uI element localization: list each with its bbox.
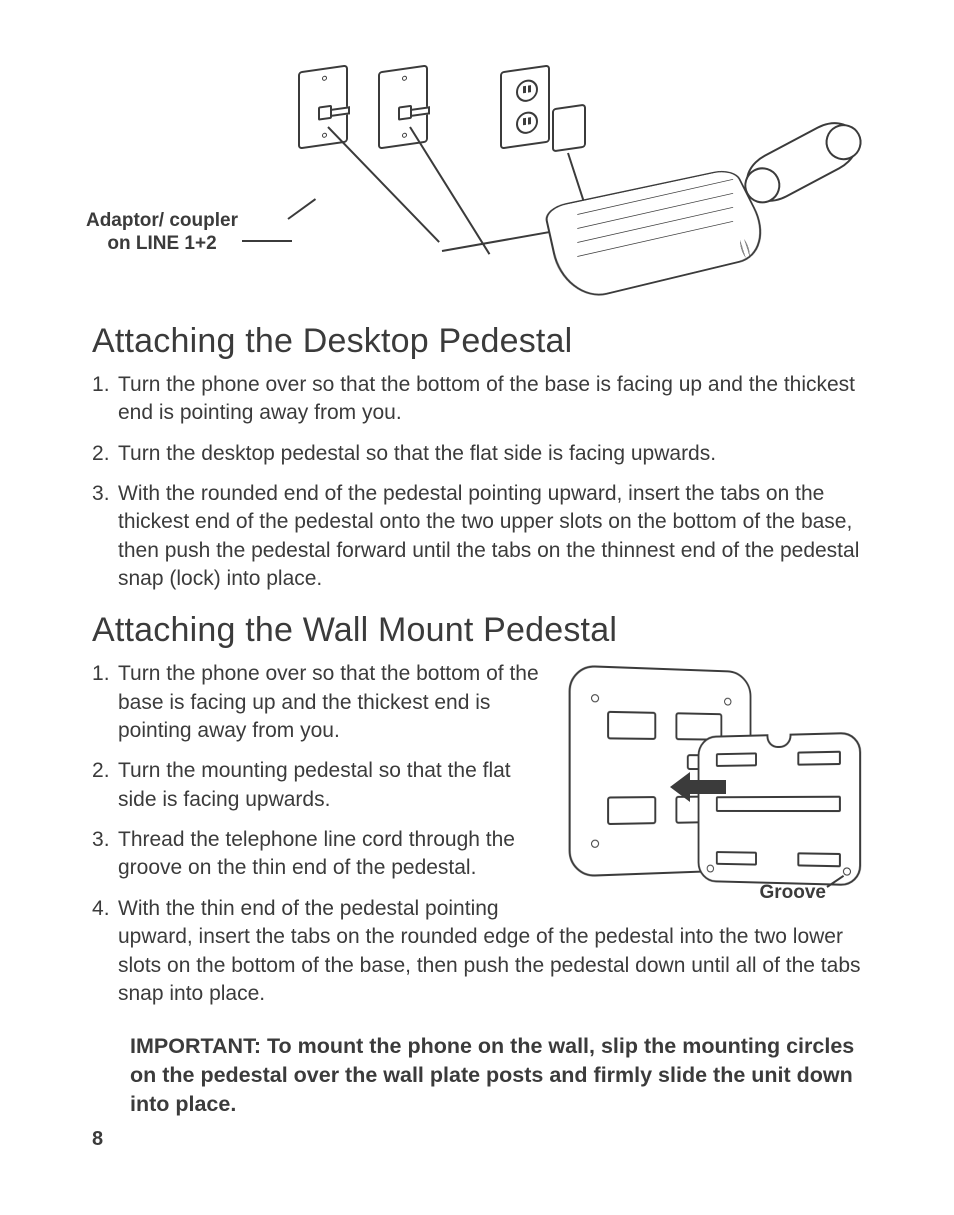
heading-desktop-pedestal: Attaching the Desktop Pedestal xyxy=(92,322,862,361)
important-note: IMPORTANT: To mount the phone on the wal… xyxy=(130,1032,862,1119)
heading-wall-mount-pedestal: Attaching the Wall Mount Pedestal xyxy=(92,611,862,650)
wall-step-4: With the thin end of the pedestal pointi… xyxy=(92,895,862,1008)
wall-step-1: Turn the phone over so that the bottom o… xyxy=(92,660,862,745)
adaptor-coupler-callout: Adaptor/ coupler on LINE 1+2 xyxy=(82,210,242,256)
desktop-step-3: With the rounded end of the pedestal poi… xyxy=(92,480,862,593)
wall-step-2: Turn the mounting pedestal so that the f… xyxy=(92,757,862,814)
connection-diagram: Adaptor/ coupler on LINE 1+2 xyxy=(92,60,862,310)
adaptor-coupler-label: Adaptor/ coupler on LINE 1+2 xyxy=(86,210,238,254)
desktop-pedestal-steps: Turn the phone over so that the bottom o… xyxy=(92,371,862,593)
desktop-step-1: Turn the phone over so that the bottom o… xyxy=(92,371,862,428)
diagram-drawing xyxy=(262,60,882,310)
insert-arrow-icon xyxy=(674,772,726,802)
wall-mount-steps: Turn the phone over so that the bottom o… xyxy=(92,660,862,1008)
wall-step-3: Thread the telephone line cord through t… xyxy=(92,826,862,883)
page-number: 8 xyxy=(92,1128,103,1151)
desktop-step-2: Turn the desktop pedestal so that the fl… xyxy=(92,440,862,468)
